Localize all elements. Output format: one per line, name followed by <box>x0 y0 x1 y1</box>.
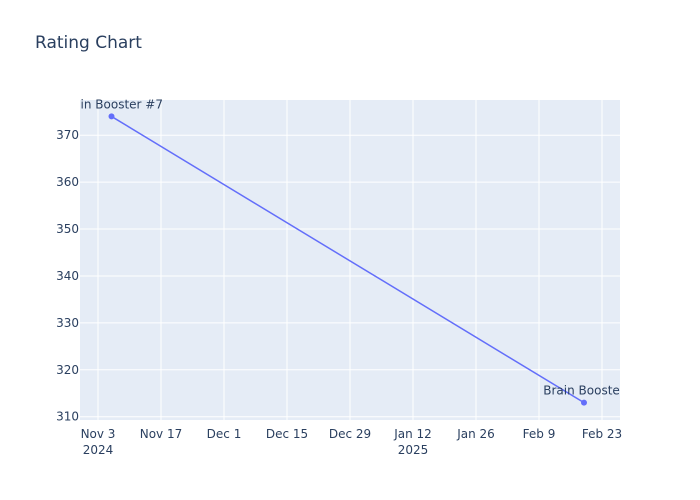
x-tick-label: Dec 29 <box>329 427 371 441</box>
x-tick-label: Nov 17 <box>140 427 183 441</box>
data-point-label: Brain Booster <box>543 384 625 398</box>
grid-lines <box>80 100 620 420</box>
x-tick-label: Jan 26 <box>456 427 495 441</box>
x-tick-label: Jan 12 <box>393 427 432 441</box>
y-tick-label: 360 <box>56 175 79 189</box>
y-tick-label: 340 <box>56 269 79 283</box>
x-tick-label: Feb 23 <box>582 427 622 441</box>
x-tick-label: Nov 3 <box>81 427 116 441</box>
x-axis-ticks: Nov 3 2024 Nov 17 Dec 1 Dec 15 Dec 29 Jan 12 20… <box>81 427 623 457</box>
series-line <box>111 115 585 404</box>
x-tick-label: Dec 1 <box>207 427 242 441</box>
y-tick-label: 330 <box>56 316 79 330</box>
data-series <box>108 113 587 406</box>
data-point-label: Brain Booster #7 <box>60 97 163 111</box>
y-tick-label: 370 <box>56 128 79 142</box>
x-tick-year-label: 2024 <box>83 443 114 457</box>
x-tick-year-label: 2025 <box>398 443 429 457</box>
data-point <box>108 113 115 120</box>
y-tick-label: 320 <box>56 363 79 377</box>
x-tick-label: Dec 15 <box>266 427 308 441</box>
data-point <box>581 399 587 406</box>
y-tick-label: 350 <box>56 222 79 236</box>
point-labels: Brain Booster #7 Brain Booster <box>60 97 625 398</box>
x-tick-label: Feb 9 <box>523 427 556 441</box>
y-tick-label: 310 <box>56 410 79 424</box>
y-axis-ticks: 310 320 330 340 350 360 370 <box>56 128 79 424</box>
chart-title: Rating Chart <box>35 33 142 53</box>
